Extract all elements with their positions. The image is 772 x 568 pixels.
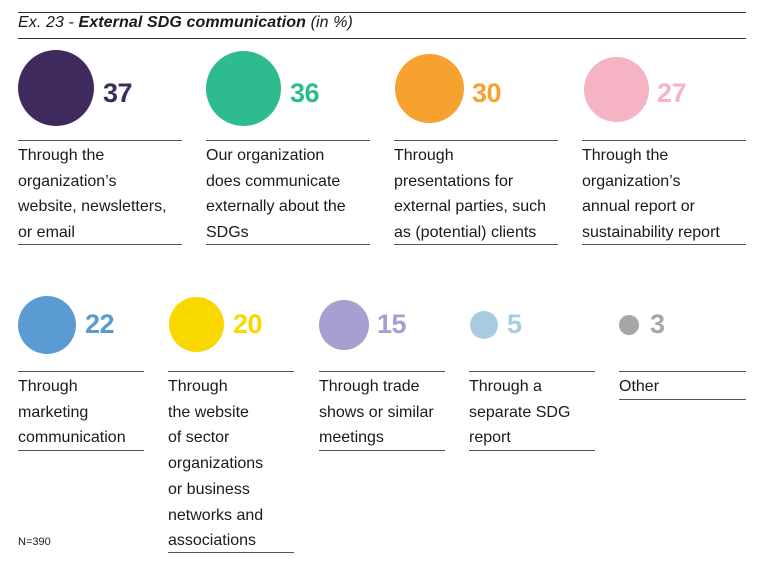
label-7: Through a separate SDG report xyxy=(469,371,595,451)
value-5: 20 xyxy=(233,309,263,339)
bubble-1 xyxy=(206,51,281,126)
value-1: 36 xyxy=(290,78,320,108)
bubble-5 xyxy=(169,297,224,352)
label-1: Our organization does communicate extern… xyxy=(206,140,370,245)
title-main: External SDG communication xyxy=(78,14,307,31)
title-top-rule xyxy=(18,12,746,13)
label-3: Through the organization’s annual report… xyxy=(582,140,746,245)
value-3: 27 xyxy=(657,78,687,108)
value-2: 30 xyxy=(472,78,502,108)
value-6: 15 xyxy=(377,309,407,339)
title-suffix: (in %) xyxy=(306,14,353,31)
value-8: 3 xyxy=(650,309,665,339)
bubble-8 xyxy=(619,315,639,335)
value-7: 5 xyxy=(507,309,522,339)
label-6: Through trade shows or similar meetings xyxy=(319,371,445,451)
bubble-2 xyxy=(395,54,464,123)
label-0: Through the organization’s website, news… xyxy=(18,140,182,245)
bubble-0 xyxy=(18,50,94,126)
bubble-3 xyxy=(584,57,649,122)
bubble-6 xyxy=(319,300,369,350)
bubble-7 xyxy=(470,311,498,339)
chart-title: Ex. 23 - External SDG communication (in … xyxy=(18,14,353,32)
title-bottom-rule xyxy=(18,38,746,39)
bubble-4 xyxy=(18,296,76,354)
value-0: 37 xyxy=(103,78,133,108)
label-2: Through presentations for external parti… xyxy=(394,140,558,245)
label-5: Through the website of sector organizati… xyxy=(168,371,294,553)
sample-size-note: N=390 xyxy=(18,536,51,548)
value-4: 22 xyxy=(85,309,115,339)
label-4: Through marketing communication xyxy=(18,371,144,451)
title-prefix: Ex. 23 - xyxy=(18,14,79,31)
label-8: Other xyxy=(619,371,746,400)
